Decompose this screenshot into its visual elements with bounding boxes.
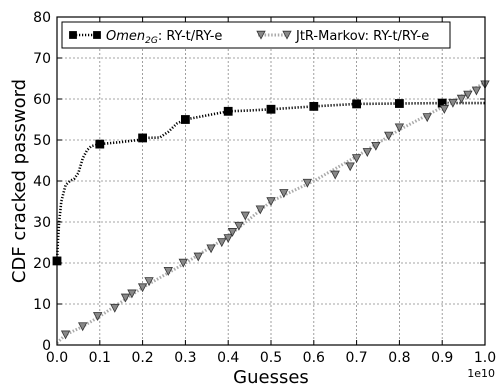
data-point	[394, 123, 405, 133]
series-1	[55, 80, 490, 345]
data-point	[110, 303, 120, 313]
legend-marker-omen	[93, 31, 101, 39]
data-point	[266, 197, 276, 207]
x-axis-exponent: 1e10	[467, 367, 495, 380]
data-point	[78, 322, 88, 332]
x-tick-label: 0.7	[345, 350, 367, 366]
data-point	[330, 170, 340, 180]
x-tick-label: 0.5	[260, 350, 282, 366]
data-point	[279, 189, 289, 198]
legend-entry-jtr-markov	[256, 30, 292, 40]
grid	[57, 17, 485, 345]
data-point	[206, 244, 216, 254]
series-0	[52, 98, 485, 266]
data-point	[193, 252, 203, 262]
legend-label-omen-rest: : RY-t/RY-e	[158, 29, 223, 44]
data-point	[266, 104, 276, 114]
legend-label-jtr-markov: JtR-Markov: RY-t/RY-e	[295, 29, 429, 44]
data-point	[95, 139, 105, 149]
data-point	[448, 98, 458, 108]
y-axis-label: CDF cracked password	[9, 79, 30, 283]
data-point	[362, 148, 372, 157]
data-point	[144, 277, 154, 287]
data-point	[223, 234, 233, 244]
data-point	[351, 154, 362, 164]
data-point	[227, 228, 238, 237]
data-point	[456, 94, 467, 104]
legend: Omen2G: RY-t/RY-e JtR-Markov: RY-t/RY-e	[61, 21, 451, 49]
data-point	[127, 289, 137, 299]
data-point	[178, 258, 188, 268]
data-point	[223, 106, 233, 116]
x-tick-label: 0.8	[388, 350, 410, 366]
data-point	[120, 293, 131, 303]
data-point	[384, 131, 394, 141]
data-point	[234, 221, 244, 231]
data-point	[471, 86, 482, 96]
data-point	[352, 99, 362, 109]
plot-area	[52, 80, 490, 345]
x-tick-label: 0.6	[303, 350, 325, 366]
legend-label-omen-sub: 2G	[145, 36, 158, 46]
y-tick-label: 10	[33, 297, 51, 313]
y-tick-label: 30	[33, 215, 51, 231]
data-point	[240, 211, 250, 221]
x-tick-label: 0.9	[431, 350, 453, 366]
data-point	[345, 162, 355, 172]
y-tick-label: 40	[33, 174, 51, 190]
y-tick-label: 70	[33, 51, 51, 67]
data-point	[163, 266, 173, 276]
data-point	[92, 312, 103, 321]
data-point	[371, 141, 381, 151]
x-tick-labels: 0.0 0.1 0.2 0.3 0.4 0.5 0.6 0.7 0.8 0.9 1.0	[46, 350, 496, 366]
x-tick-label: 0.0	[46, 350, 68, 366]
data-point	[255, 205, 265, 215]
data-point	[137, 283, 148, 293]
y-tick-labels: 0 10 20 30 40 50 60 70 80	[33, 10, 51, 354]
y-tick-label: 20	[33, 256, 51, 272]
legend-marker-jtr	[256, 30, 266, 40]
data-point	[309, 101, 319, 111]
legend-label-omen: Omen2G: RY-t/RY-e	[106, 29, 222, 46]
y-tick-label: 60	[33, 92, 51, 108]
data-point	[302, 178, 313, 188]
legend-entry-omen	[69, 31, 101, 39]
data-point	[463, 90, 473, 100]
data-point	[439, 105, 450, 114]
x-tick-label: 0.2	[131, 350, 153, 366]
legend-marker-jtr	[282, 30, 292, 40]
data-point	[180, 115, 190, 124]
axis-ticks	[56, 16, 486, 346]
legend-label-omen-main: Omen	[106, 29, 145, 44]
data-point	[60, 330, 71, 340]
data-point	[217, 238, 227, 248]
data-point	[422, 113, 432, 123]
y-tick-label: 80	[33, 10, 51, 26]
x-tick-label: 0.1	[89, 350, 111, 366]
x-tick-label: 1.0	[474, 350, 496, 366]
x-tick-label: 0.3	[174, 350, 196, 366]
y-tick-label: 0	[42, 338, 51, 354]
data-point	[138, 133, 148, 143]
y-tick-label: 50	[33, 133, 51, 149]
data-point	[394, 99, 404, 108]
x-axis-label: Guesses	[233, 367, 309, 387]
legend-box	[61, 21, 451, 49]
legend-marker-omen	[69, 31, 77, 39]
x-tick-label: 0.4	[217, 350, 239, 366]
